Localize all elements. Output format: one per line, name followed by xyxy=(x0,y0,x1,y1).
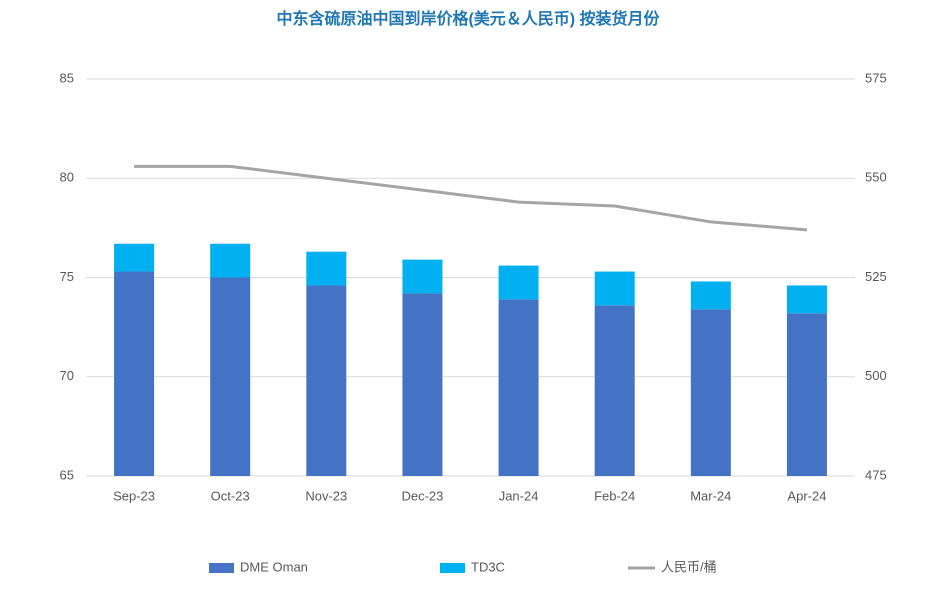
y2-tick-label: 550 xyxy=(865,170,887,185)
legend-swatch xyxy=(209,563,234,573)
legend-label: TD3C xyxy=(471,559,505,574)
bar xyxy=(594,305,635,476)
x-tick-label: Oct-23 xyxy=(211,488,250,503)
bar xyxy=(786,285,827,314)
y2-tick-label: 500 xyxy=(865,368,887,383)
chart-title: 中东含硫原油中国到岸价格(美元＆人民币) 按装货月份 xyxy=(276,9,660,28)
x-tick-label: Mar-24 xyxy=(690,488,731,503)
x-tick-label: Nov-23 xyxy=(305,488,347,503)
bar xyxy=(498,299,539,476)
legend-swatch xyxy=(440,563,465,573)
y2-tick-label: 575 xyxy=(865,70,887,85)
bar xyxy=(402,293,443,476)
x-tick-label: Jan-24 xyxy=(499,488,539,503)
bar xyxy=(210,277,251,476)
bar xyxy=(498,265,539,300)
y-tick-label: 85 xyxy=(60,70,74,85)
line xyxy=(134,164,808,232)
y2-tick-label: 525 xyxy=(865,269,887,284)
legend-label: DME Oman xyxy=(240,559,308,574)
y-tick-label: 80 xyxy=(60,170,74,185)
legend-label: 人民币/桶 xyxy=(661,559,717,574)
bar xyxy=(690,281,731,310)
bar xyxy=(306,285,347,476)
bar xyxy=(402,259,443,294)
y-tick-label: 65 xyxy=(60,467,74,482)
x-tick-label: Apr-24 xyxy=(787,488,826,503)
bar xyxy=(690,309,731,476)
bar xyxy=(114,271,155,476)
bar xyxy=(306,251,347,286)
bar xyxy=(114,243,155,272)
bar xyxy=(786,313,827,476)
y2-tick-label: 475 xyxy=(865,467,887,482)
y-tick-label: 70 xyxy=(60,368,74,383)
y-tick-label: 75 xyxy=(60,269,74,284)
bar xyxy=(594,271,635,306)
x-tick-label: Feb-24 xyxy=(594,488,635,503)
bar xyxy=(210,243,251,278)
x-tick-label: Sep-23 xyxy=(113,488,155,503)
x-tick-label: Dec-23 xyxy=(401,488,443,503)
